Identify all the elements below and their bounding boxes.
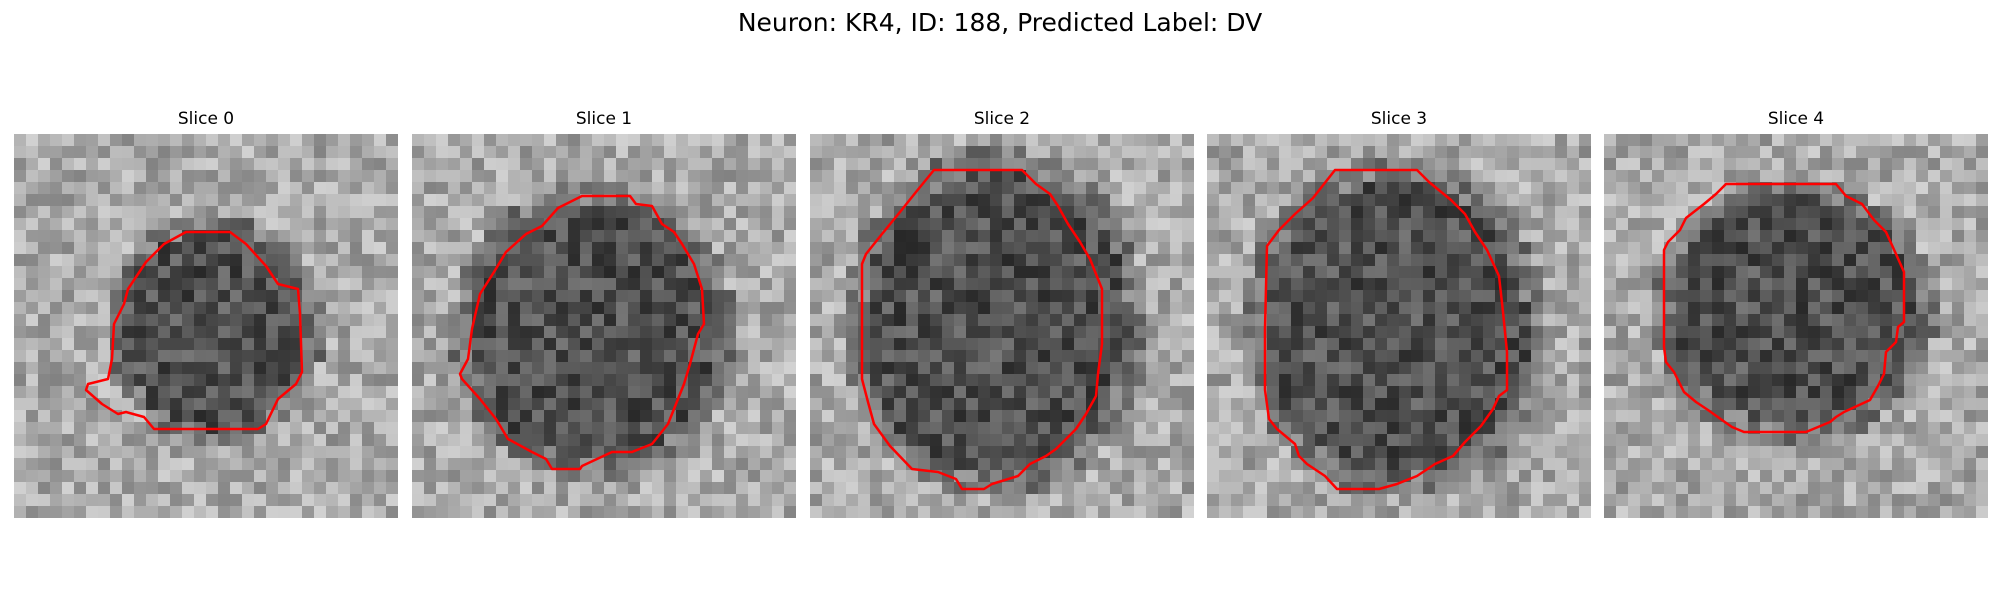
slice-1-outline <box>458 194 706 471</box>
slice-3-outline <box>1263 168 1509 491</box>
slice-2-image <box>810 134 1194 518</box>
slice-0-pixels <box>14 134 398 518</box>
slice-1-pixels <box>412 134 796 518</box>
slice-2-panel <box>810 134 1194 518</box>
slice-3-panel <box>1207 134 1591 518</box>
slice-0-image <box>14 134 398 518</box>
slice-2-pixels <box>810 134 1194 518</box>
slice-4-image <box>1604 134 1988 518</box>
panel-title-slice-4: Slice 4 <box>1767 109 1825 129</box>
panel-title-slice-1: Slice 1 <box>575 109 633 129</box>
panel-title-slice-0: Slice 0 <box>177 109 235 129</box>
slice-1-image <box>412 134 796 518</box>
panel-title-slice-3: Slice 3 <box>1370 109 1428 129</box>
figure-title: Neuron: KR4, ID: 188, Predicted Label: D… <box>737 8 1263 37</box>
slice-1-panel <box>412 134 796 518</box>
slice-3-image <box>1207 134 1591 518</box>
slice-4-panel <box>1604 134 1988 518</box>
slice-4-outline <box>1662 182 1906 434</box>
slice-0-outline <box>84 230 304 431</box>
slice-4-pixels <box>1604 134 1988 518</box>
slice-2-outline <box>860 168 1104 491</box>
panel-title-slice-2: Slice 2 <box>973 109 1031 129</box>
slice-0-panel <box>14 134 398 518</box>
